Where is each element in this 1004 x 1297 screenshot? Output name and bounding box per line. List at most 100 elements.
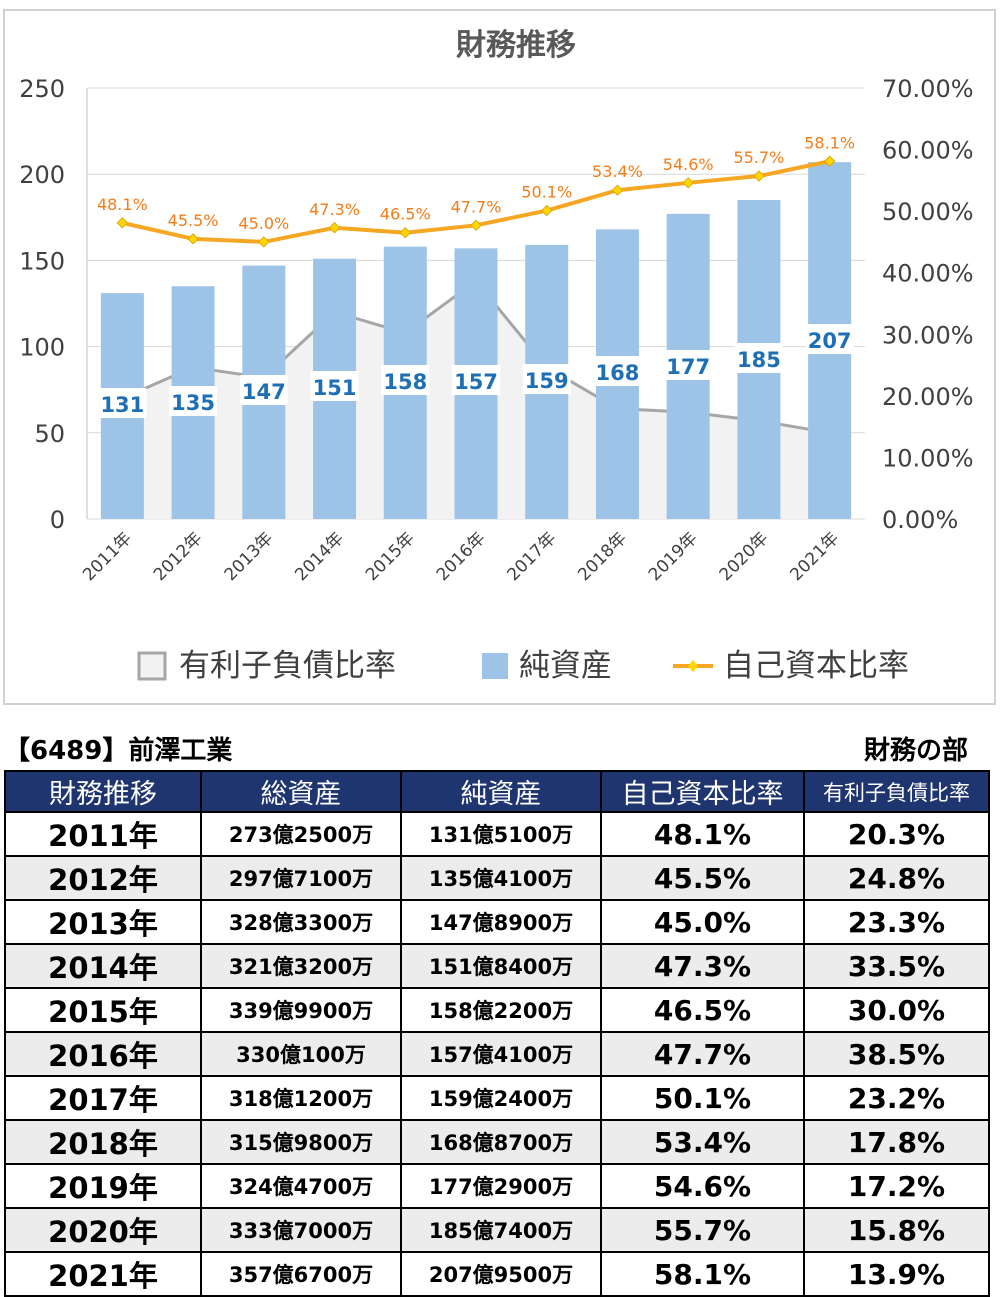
row-equity-ratio: 50.1% — [600, 1075, 805, 1121]
y-right-tick: 0.00% — [882, 506, 958, 534]
y-right-tick: 50.00% — [882, 198, 974, 226]
row-debt-ratio: 17.8% — [803, 1119, 990, 1165]
equity-ratio-label: 45.0% — [238, 214, 289, 233]
row-debt-ratio: 38.5% — [803, 1031, 990, 1077]
legend-equity-ratio-marker — [688, 660, 698, 672]
net-assets-label: 168 — [596, 361, 640, 385]
equity-ratio-point — [611, 184, 624, 196]
y-right-tick: 10.00% — [882, 444, 974, 472]
x-tick-label: 2015年 — [362, 528, 419, 585]
equity-ratio-label: 54.6% — [663, 155, 714, 174]
row-equity-ratio: 48.1% — [600, 811, 805, 857]
table-row: 2011年 273億2500万 131億5100万 48.1% 20.3% — [4, 811, 990, 857]
equity-ratio-label: 50.1% — [521, 183, 572, 202]
net-assets-label: 158 — [383, 370, 427, 394]
y-left-tick: 150 — [19, 247, 65, 275]
row-total-assets: 324億4700万 — [200, 1163, 402, 1209]
row-debt-ratio: 13.9% — [803, 1251, 990, 1297]
row-total-assets: 273億2500万 — [200, 811, 402, 857]
net-assets-label: 135 — [171, 391, 215, 415]
x-tick-label: 2017年 — [504, 528, 561, 585]
row-year: 2017年 — [4, 1075, 202, 1121]
row-net-assets: 135億4100万 — [400, 855, 602, 901]
x-tick-label: 2018年 — [574, 528, 631, 585]
x-tick-label: 2016年 — [433, 528, 490, 585]
row-net-assets: 168億8700万 — [400, 1119, 602, 1165]
header-net-assets: 純資産 — [400, 770, 602, 813]
company-title: 【6489】前澤工業 — [4, 736, 233, 766]
row-equity-ratio: 45.0% — [600, 899, 805, 945]
y-left-tick: 0 — [50, 506, 65, 534]
header-debt-ratio: 有利子負債比率 — [803, 770, 990, 813]
row-equity-ratio: 58.1% — [600, 1251, 805, 1297]
y-left-tick: 200 — [19, 161, 65, 189]
chart-svg: 財務推移 0 50 100 150 200 250 0.00% 10.00% 20.00% 30.0… — [19, 28, 974, 684]
row-debt-ratio: 33.5% — [803, 943, 990, 989]
equity-ratio-label: 55.7% — [733, 148, 784, 167]
equity-ratio-point — [470, 219, 482, 232]
row-total-assets: 318億1200万 — [200, 1075, 402, 1121]
row-year: 2016年 — [4, 1031, 202, 1077]
y-right-tick: 60.00% — [882, 137, 974, 165]
net-assets-label: 177 — [666, 355, 710, 379]
table-row: 2017年 318億1200万 159億2400万 50.1% 23.2% — [4, 1075, 990, 1121]
row-total-assets: 357億6700万 — [200, 1251, 402, 1297]
row-total-assets: 339億9900万 — [200, 987, 402, 1033]
equity-ratio-point — [753, 170, 765, 182]
bar-label-bg — [239, 375, 288, 405]
row-debt-ratio: 23.2% — [803, 1075, 990, 1121]
equity-ratio-label: 46.5% — [380, 205, 431, 224]
equity-ratio-label: 47.3% — [309, 200, 360, 219]
section-label: 財務の部 — [863, 736, 968, 766]
row-net-assets: 207億9500万 — [400, 1251, 602, 1297]
legend-equity-ratio-label: 自己資本比率 — [723, 648, 909, 684]
y-right-tick: 40.00% — [882, 260, 974, 288]
header-total-assets: 総資産 — [200, 770, 402, 813]
bar-label-bg — [805, 324, 854, 354]
bar-label-bg — [452, 365, 500, 395]
net-assets-label: 185 — [737, 348, 781, 372]
table-row: 2016年 330億100万 157億4100万 47.7% 38.5% — [4, 1031, 990, 1077]
net-assets-label: 151 — [313, 376, 357, 400]
y-right-tick: 70.00% — [882, 75, 974, 103]
table-row: 2019年 324億4700万 177億2900万 54.6% 17.2% — [4, 1163, 990, 1209]
table-row: 2013年 328億3300万 147億8900万 45.0% 23.3% — [4, 899, 990, 945]
row-net-assets: 131億5100万 — [400, 811, 602, 857]
row-net-assets: 147億8900万 — [400, 899, 602, 945]
row-equity-ratio: 45.5% — [600, 855, 805, 901]
row-net-assets: 158億2200万 — [400, 987, 602, 1033]
row-year: 2018年 — [4, 1119, 202, 1165]
chart-title: 財務推移 — [456, 28, 576, 63]
x-tick-label: 2021年 — [786, 528, 843, 585]
header-period: 財務推移 — [4, 770, 202, 813]
row-total-assets: 333億7000万 — [200, 1207, 402, 1253]
bar-label-bg — [522, 364, 571, 394]
row-year: 2015年 — [4, 987, 202, 1033]
row-debt-ratio: 20.3% — [803, 811, 990, 857]
row-equity-ratio: 54.6% — [600, 1163, 805, 1209]
y-left-tick: 250 — [19, 75, 65, 103]
x-tick-label: 2019年 — [645, 528, 702, 585]
row-debt-ratio: 24.8% — [803, 855, 990, 901]
net-assets-label: 131 — [100, 393, 144, 417]
row-equity-ratio: 53.4% — [600, 1119, 805, 1165]
bar-label-bg — [593, 356, 642, 386]
table-row: 2014年 321億3200万 151億8400万 47.3% 33.5% — [4, 943, 990, 989]
equity-ratio-point — [258, 236, 270, 248]
row-year: 2012年 — [4, 855, 202, 901]
table-body: 2011年 273億2500万 131億5100万 48.1% 20.3% 2012年 29… — [4, 811, 990, 1297]
net-assets-label: 147 — [242, 380, 286, 404]
equity-ratio-label: 47.7% — [451, 197, 502, 216]
equity-ratio-point — [399, 226, 411, 239]
header-equity-ratio: 自己資本比率 — [600, 770, 805, 813]
row-debt-ratio: 23.3% — [803, 899, 990, 945]
y-left-tick: 50 — [34, 420, 65, 448]
row-equity-ratio: 47.7% — [600, 1031, 805, 1077]
row-year: 2021年 — [4, 1251, 202, 1297]
row-net-assets: 151億8400万 — [400, 943, 602, 989]
x-tick-label: 2020年 — [716, 528, 773, 585]
equity-ratio-point — [682, 177, 694, 189]
row-net-assets: 185億7400万 — [400, 1207, 602, 1253]
table-row: 2021年 357億6700万 207億9500万 58.1% 13.9% — [4, 1251, 990, 1297]
x-tick-label: 2012年 — [150, 528, 207, 585]
